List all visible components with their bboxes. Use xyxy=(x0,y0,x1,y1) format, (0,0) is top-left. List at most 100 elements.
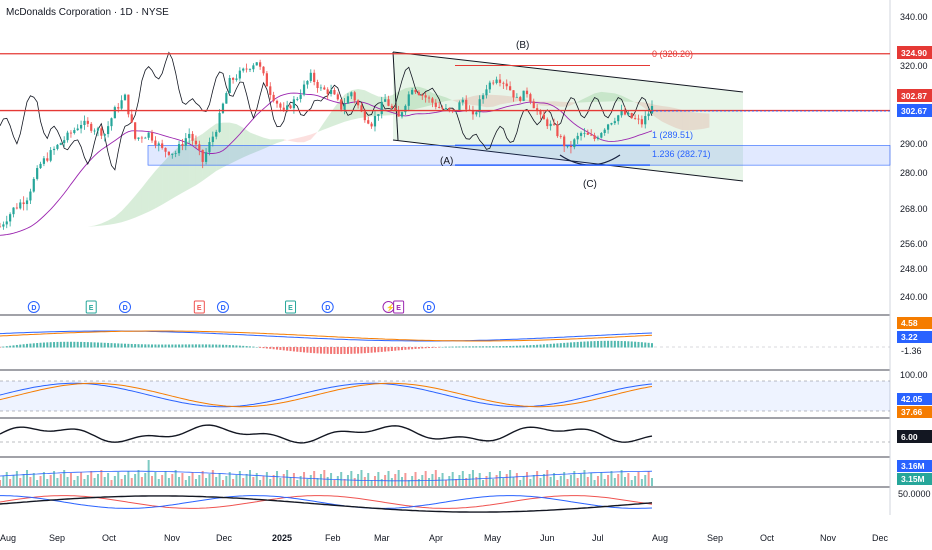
volume-ma xyxy=(0,470,653,482)
volume-bar xyxy=(9,479,12,486)
volume-bar xyxy=(377,472,380,486)
candle-body xyxy=(154,140,157,146)
candle-body xyxy=(231,78,235,80)
volume-bar xyxy=(19,478,22,486)
macd-histogram-bar xyxy=(573,342,576,348)
macd-histogram-bar xyxy=(232,345,235,348)
event-split[interactable]: ⚡ xyxy=(382,301,395,313)
event-dividend[interactable]: D xyxy=(321,301,334,313)
macd-histogram-bar xyxy=(282,347,285,351)
macd-histogram-bar xyxy=(644,342,647,348)
level-badge xyxy=(897,46,932,59)
candle-body xyxy=(421,95,424,96)
macd-histogram-bar xyxy=(147,344,150,348)
volume-bar xyxy=(404,473,407,486)
candle-body xyxy=(96,128,100,131)
macd-histogram-bar xyxy=(259,347,262,348)
cloud-segment xyxy=(263,137,271,149)
adx-line xyxy=(0,495,653,513)
cloud-segment xyxy=(216,122,223,171)
macd-histogram-bar xyxy=(488,346,491,348)
event-earnings[interactable]: E xyxy=(285,300,297,314)
macd-histogram-bar xyxy=(461,346,464,348)
chart-title: McDonalds Corporation · 1D · NYSE xyxy=(6,7,169,18)
volume-bar xyxy=(63,470,66,486)
horizontal-levels[interactable] xyxy=(0,53,890,112)
macd-histogram-bar xyxy=(617,340,620,348)
candle-body xyxy=(289,105,292,109)
macd-histogram-bar xyxy=(384,347,387,352)
volume-bar xyxy=(360,470,363,486)
event-dividend[interactable]: D xyxy=(27,301,40,313)
macd-histogram-bar xyxy=(596,340,599,348)
stoch-value: 37.66 xyxy=(901,407,923,417)
event-label: E xyxy=(288,305,293,312)
volume-bar xyxy=(346,475,349,486)
macd-histogram-bar xyxy=(651,343,653,348)
candle-body xyxy=(360,105,363,112)
macd-histogram-bar xyxy=(191,344,194,348)
macd-histogram-bar xyxy=(151,344,154,348)
event-badge xyxy=(321,301,334,313)
candle-body xyxy=(579,133,583,136)
macd-histogram-bar xyxy=(76,341,79,348)
macd-histogram-bar xyxy=(164,344,167,348)
candle-body xyxy=(407,94,410,106)
candle-body xyxy=(69,132,73,134)
volume-bar xyxy=(15,471,18,486)
macd-histogram-bar xyxy=(353,347,356,354)
macd-histogram-bar xyxy=(360,347,363,354)
volume-bar xyxy=(69,473,72,486)
candle-body xyxy=(265,73,268,87)
candle-body xyxy=(296,98,299,100)
macd-histogram-bar xyxy=(9,345,12,348)
event-badge xyxy=(285,300,297,314)
event-badge xyxy=(118,301,131,313)
candle-body xyxy=(63,140,66,144)
event-markers[interactable]: D E D E D E D ⚡ E D xyxy=(27,300,436,314)
volume-bar xyxy=(167,478,170,486)
macd-histogram-bar xyxy=(590,341,593,348)
event-earnings[interactable]: E xyxy=(193,300,205,314)
candle-body xyxy=(485,89,488,96)
macd-histogram-bar xyxy=(188,344,191,348)
event-dividend-upcoming[interactable]: D xyxy=(423,301,436,313)
volume-bar xyxy=(363,477,366,486)
macd-histogram-bar xyxy=(49,342,52,348)
volume-bar xyxy=(26,470,29,486)
event-dividend[interactable]: D xyxy=(216,301,229,313)
macd-histogram-bar xyxy=(627,341,630,348)
candle-body xyxy=(532,101,535,109)
macd-histogram-bar xyxy=(242,345,245,348)
macd-histogram-bar xyxy=(39,342,42,348)
event-earnings-upcoming[interactable]: E xyxy=(393,300,405,314)
candle-body xyxy=(461,99,464,103)
macd-histogram-bar xyxy=(96,342,99,348)
time-tick: Dec xyxy=(872,533,889,543)
event-badge xyxy=(423,301,436,313)
volume-bar xyxy=(380,479,383,486)
candle-body xyxy=(603,129,606,134)
volume-bar xyxy=(299,476,302,486)
volume-bar xyxy=(553,473,556,486)
candle-body xyxy=(400,112,404,117)
cloud-segment xyxy=(168,149,176,201)
candle-body xyxy=(181,144,184,146)
candle-body xyxy=(171,153,174,155)
candle-body xyxy=(117,107,120,109)
event-earnings[interactable]: E xyxy=(85,300,97,314)
cloud-segment xyxy=(472,94,480,106)
candle-body xyxy=(498,79,502,83)
candle-body xyxy=(194,140,198,145)
candle-body xyxy=(15,207,18,209)
volume-bar xyxy=(448,476,451,486)
candle-body xyxy=(83,120,86,125)
cloud-segment xyxy=(121,203,129,223)
price-tick: 240.00 xyxy=(900,292,928,302)
cloud-segment xyxy=(601,91,609,102)
event-dividend[interactable]: D xyxy=(118,301,131,313)
macd-badge xyxy=(897,331,932,343)
candle-body xyxy=(519,96,522,101)
time-tick: Dec xyxy=(216,533,233,543)
